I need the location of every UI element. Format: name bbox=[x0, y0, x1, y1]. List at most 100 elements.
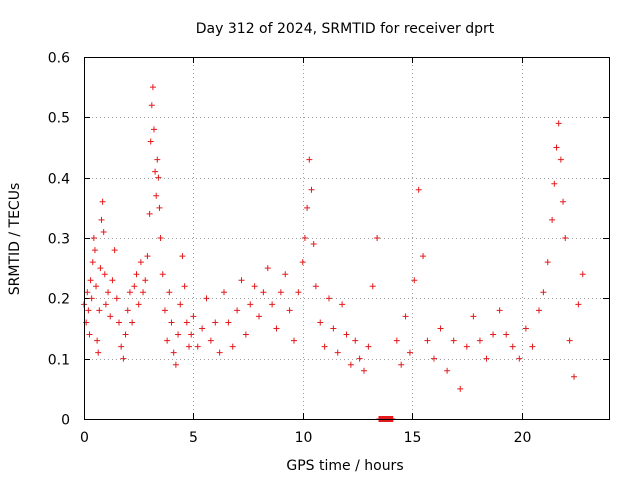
data-point bbox=[94, 337, 101, 344]
data-point bbox=[551, 180, 558, 187]
data-point bbox=[352, 337, 359, 344]
data-point bbox=[509, 343, 516, 350]
data-point bbox=[153, 192, 160, 199]
data-point bbox=[308, 186, 315, 193]
data-point bbox=[225, 319, 232, 326]
data-point bbox=[152, 168, 159, 175]
data-point bbox=[207, 337, 214, 344]
x-tick-label: 10 bbox=[295, 430, 313, 446]
data-point bbox=[490, 331, 497, 338]
data-point bbox=[560, 198, 567, 205]
data-point bbox=[137, 259, 144, 266]
data-point bbox=[116, 319, 122, 326]
data-point bbox=[503, 331, 510, 338]
data-point bbox=[175, 331, 182, 338]
data-point bbox=[516, 355, 523, 362]
data-point bbox=[234, 307, 241, 314]
data-point bbox=[151, 126, 157, 133]
data-point bbox=[339, 301, 346, 308]
data-point bbox=[247, 301, 254, 308]
data-point bbox=[87, 277, 94, 284]
data-point bbox=[301, 235, 308, 241]
data-point bbox=[326, 295, 332, 302]
data-point bbox=[295, 289, 302, 296]
data-point bbox=[374, 235, 381, 241]
data-point bbox=[97, 265, 104, 272]
data-point bbox=[415, 186, 422, 193]
data-point bbox=[113, 295, 120, 302]
y-tick-label: 0.3 bbox=[48, 232, 70, 248]
data-point bbox=[536, 307, 542, 314]
data-points bbox=[81, 84, 586, 422]
data-point bbox=[424, 337, 431, 344]
data-point bbox=[291, 337, 297, 344]
data-point bbox=[216, 349, 223, 356]
data-point bbox=[450, 337, 457, 344]
data-point bbox=[157, 235, 164, 241]
data-point bbox=[155, 174, 162, 181]
data-point bbox=[393, 337, 400, 344]
data-point bbox=[334, 349, 341, 356]
data-point bbox=[109, 277, 116, 284]
data-point bbox=[251, 283, 258, 290]
data-point bbox=[100, 228, 107, 235]
x-axis-label: GPS time / hours bbox=[286, 458, 403, 474]
data-point bbox=[142, 277, 149, 284]
data-point bbox=[131, 283, 138, 290]
data-point bbox=[156, 204, 163, 211]
data-point bbox=[317, 319, 324, 326]
data-point bbox=[310, 241, 317, 248]
data-point bbox=[457, 385, 464, 392]
data-point bbox=[140, 289, 147, 296]
data-point bbox=[264, 265, 271, 272]
plot-frame bbox=[84, 57, 610, 420]
data-point bbox=[579, 271, 586, 278]
data-point bbox=[179, 253, 186, 260]
data-point bbox=[557, 156, 564, 163]
data-point bbox=[431, 355, 437, 362]
data-point bbox=[444, 367, 451, 374]
data-point bbox=[91, 247, 98, 254]
data-point bbox=[190, 313, 197, 320]
chart-title: Day 312 of 2024, SRMTID for receiver dpr… bbox=[196, 21, 495, 37]
data-point bbox=[144, 253, 151, 260]
data-point bbox=[470, 313, 477, 320]
data-point bbox=[398, 361, 405, 368]
data-point bbox=[149, 84, 156, 91]
data-point bbox=[170, 349, 177, 356]
data-point bbox=[463, 343, 470, 350]
data-point bbox=[118, 343, 125, 350]
y-tick-label: 0.4 bbox=[48, 172, 70, 188]
y-tick-label: 0.5 bbox=[48, 111, 70, 127]
data-point bbox=[120, 355, 127, 362]
data-point bbox=[312, 283, 319, 290]
data-point bbox=[166, 289, 173, 296]
data-point bbox=[476, 337, 483, 344]
data-point bbox=[194, 343, 201, 350]
data-point bbox=[242, 331, 249, 338]
data-point bbox=[147, 138, 154, 145]
data-point bbox=[553, 144, 560, 151]
data-point bbox=[111, 247, 118, 254]
data-point bbox=[483, 355, 490, 362]
data-point bbox=[437, 325, 444, 332]
x-tick-label: 20 bbox=[514, 430, 532, 446]
data-point bbox=[306, 156, 313, 163]
y-tick-label: 0.2 bbox=[48, 292, 70, 308]
data-point bbox=[496, 307, 503, 314]
data-point bbox=[555, 120, 562, 127]
data-point bbox=[183, 319, 190, 326]
data-point bbox=[277, 289, 284, 296]
data-point bbox=[146, 210, 153, 217]
data-point bbox=[571, 373, 577, 380]
data-point bbox=[161, 307, 168, 314]
data-point bbox=[411, 277, 418, 284]
data-point bbox=[369, 283, 376, 290]
data-point bbox=[221, 289, 227, 296]
x-tick-label: 15 bbox=[404, 430, 422, 446]
data-point bbox=[90, 235, 97, 241]
data-point bbox=[238, 277, 245, 284]
data-point bbox=[540, 289, 547, 296]
data-point bbox=[93, 283, 100, 290]
